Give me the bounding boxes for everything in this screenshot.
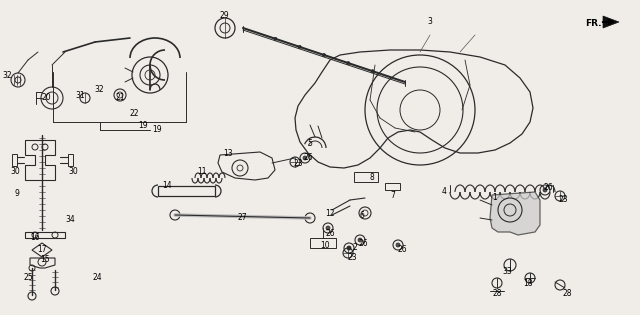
Circle shape: [543, 188, 547, 192]
Text: 11: 11: [197, 168, 207, 176]
Text: 8: 8: [370, 174, 374, 182]
Text: 25: 25: [23, 273, 33, 283]
Text: 29: 29: [219, 12, 229, 20]
Polygon shape: [603, 16, 619, 28]
Text: 28: 28: [492, 289, 502, 297]
Text: 1: 1: [493, 193, 497, 203]
Circle shape: [323, 54, 326, 56]
Text: 32: 32: [2, 71, 12, 79]
Circle shape: [396, 243, 400, 247]
Circle shape: [347, 62, 350, 65]
Text: 21: 21: [115, 93, 125, 101]
Text: 20: 20: [41, 93, 51, 101]
Text: 18: 18: [524, 278, 532, 288]
Text: 3: 3: [428, 18, 433, 26]
Text: 14: 14: [162, 181, 172, 191]
Circle shape: [358, 238, 362, 242]
Text: 31: 31: [75, 91, 85, 100]
Circle shape: [298, 45, 301, 49]
Circle shape: [347, 246, 351, 250]
Text: 23: 23: [347, 253, 357, 261]
Text: 19: 19: [138, 122, 148, 130]
Text: 26: 26: [358, 239, 368, 249]
Text: 28: 28: [563, 289, 572, 299]
Text: 7: 7: [390, 192, 396, 201]
Text: 9: 9: [15, 188, 19, 198]
Text: 26: 26: [325, 230, 335, 238]
Circle shape: [326, 226, 330, 230]
Text: 32: 32: [94, 84, 104, 94]
Text: 4: 4: [442, 187, 447, 197]
Text: 10: 10: [320, 242, 330, 250]
Text: 34: 34: [65, 215, 75, 225]
Polygon shape: [490, 192, 540, 235]
Text: 24: 24: [92, 272, 102, 282]
Text: 13: 13: [223, 148, 233, 158]
Text: 23: 23: [558, 194, 568, 203]
Text: 27: 27: [237, 214, 247, 222]
Text: 16: 16: [30, 233, 40, 243]
Circle shape: [303, 156, 307, 160]
Text: 30: 30: [68, 168, 78, 176]
Text: 2: 2: [353, 243, 357, 253]
Text: 33: 33: [502, 266, 512, 276]
Text: FR.: FR.: [585, 20, 601, 28]
Text: 26: 26: [303, 152, 313, 162]
Text: 30: 30: [10, 168, 20, 176]
Text: 12: 12: [325, 209, 335, 219]
Text: 15: 15: [40, 255, 50, 265]
Text: 6: 6: [360, 210, 364, 220]
Text: 17: 17: [37, 245, 47, 255]
Text: 22: 22: [129, 108, 139, 117]
Text: 5: 5: [308, 139, 312, 147]
Circle shape: [274, 37, 277, 40]
Circle shape: [371, 70, 374, 73]
Text: 26: 26: [397, 245, 407, 255]
Text: 19: 19: [152, 125, 162, 135]
Text: 26: 26: [543, 184, 553, 192]
Text: 23: 23: [293, 158, 303, 168]
